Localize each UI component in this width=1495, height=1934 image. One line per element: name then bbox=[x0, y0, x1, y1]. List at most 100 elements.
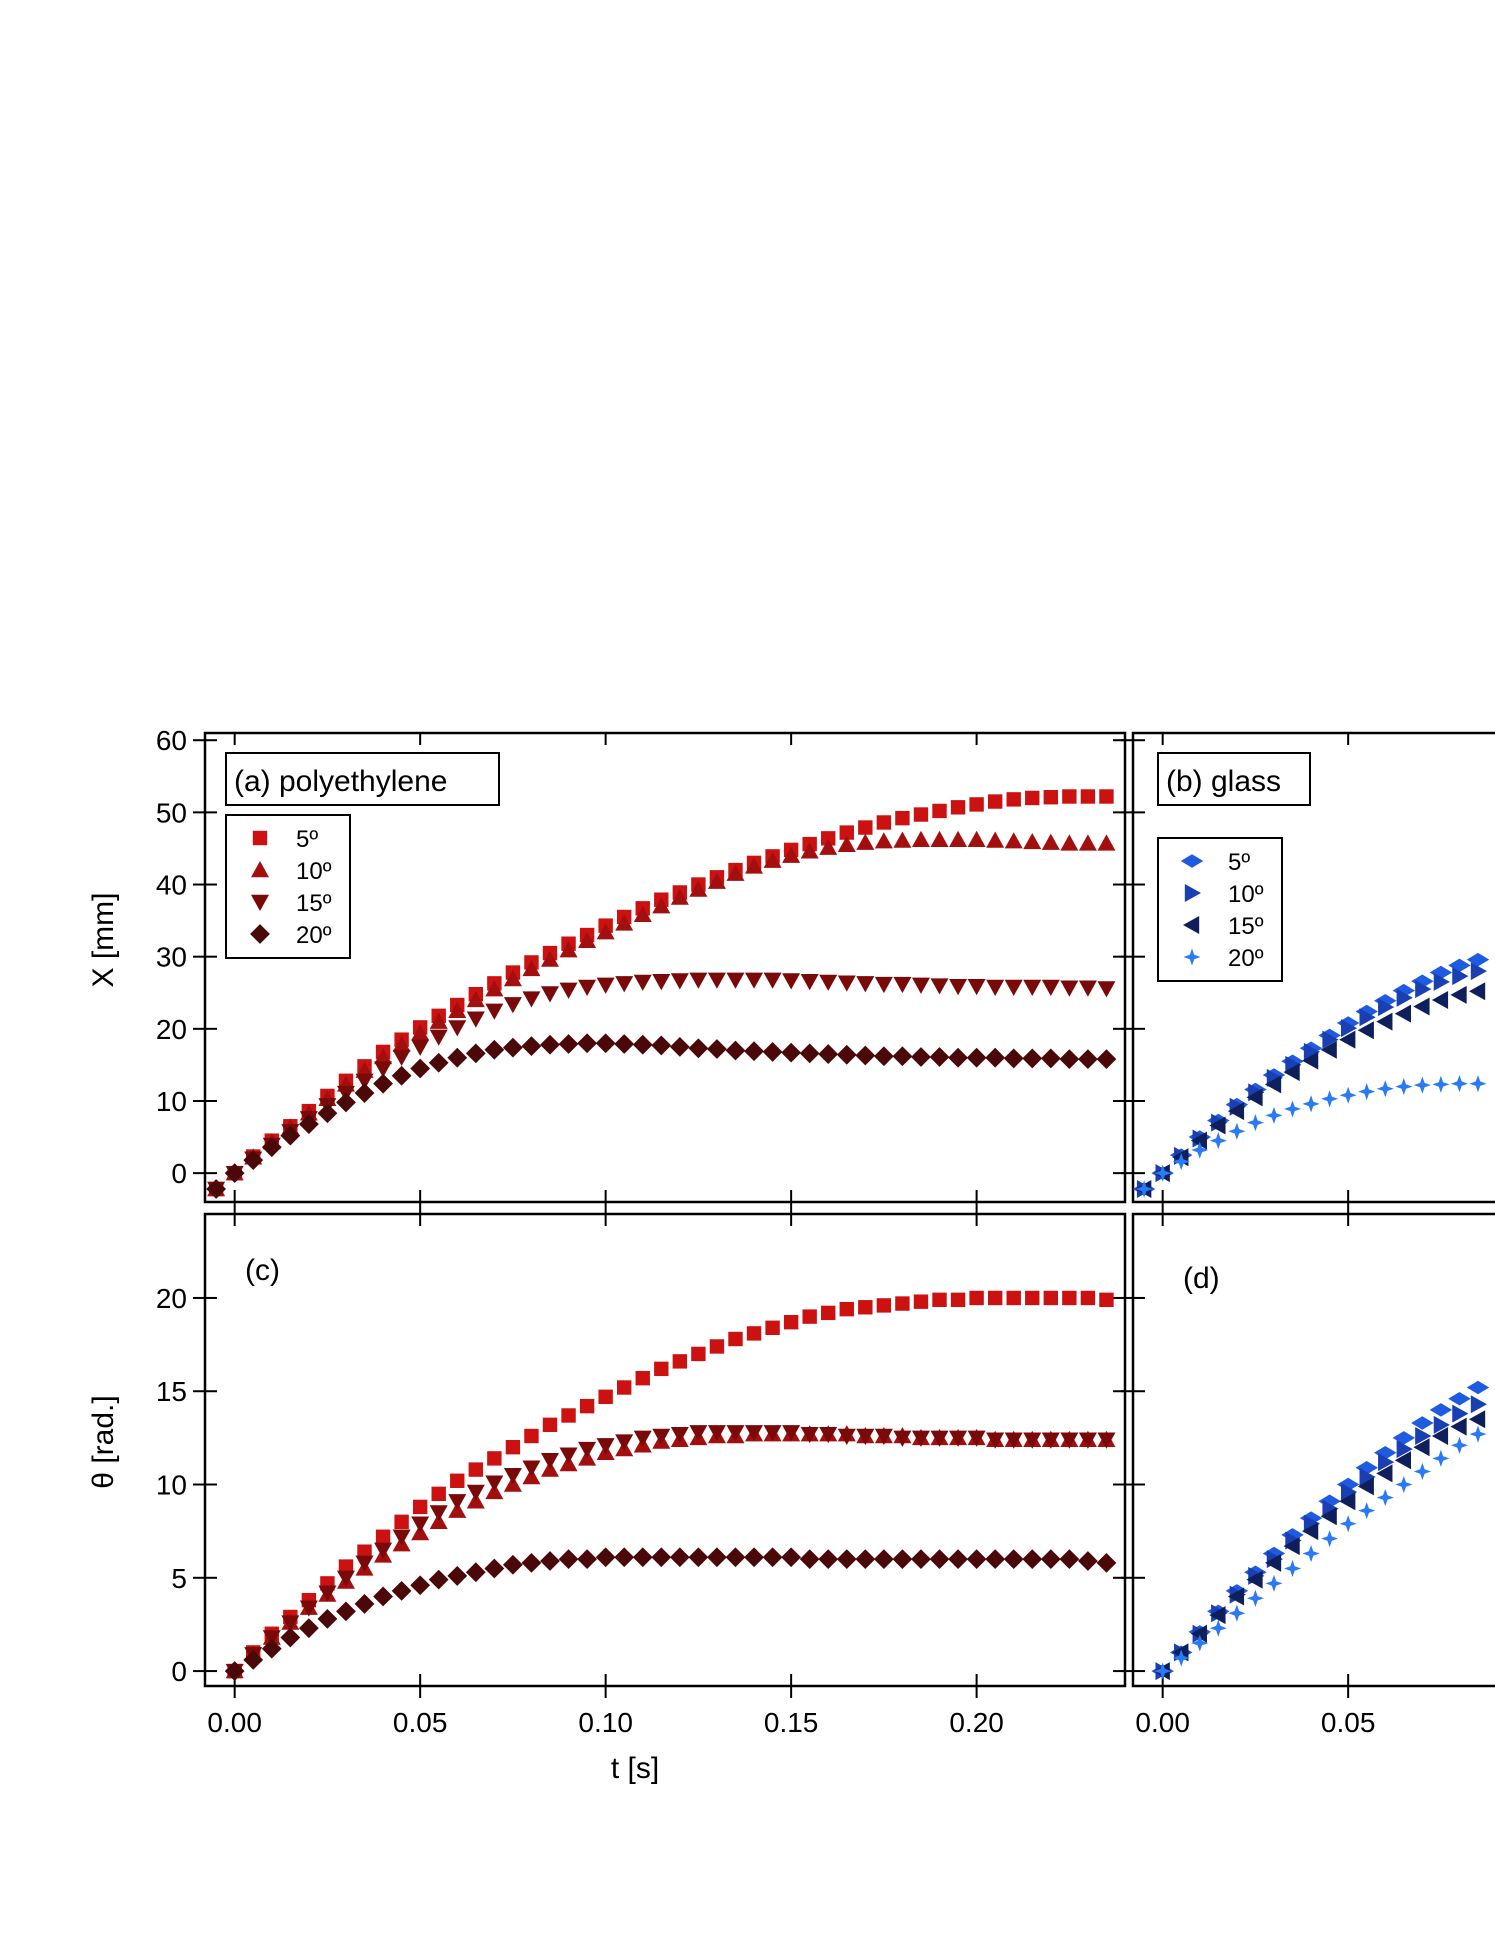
data-point bbox=[1321, 1090, 1339, 1108]
data-point bbox=[1228, 1604, 1246, 1622]
data-point bbox=[1172, 1153, 1190, 1171]
data-point bbox=[895, 810, 910, 826]
data-point bbox=[911, 1549, 931, 1570]
data-point bbox=[1040, 1048, 1061, 1069]
legend-glass: 5º 10º 15º 20º bbox=[1157, 837, 1283, 982]
data-point bbox=[802, 1309, 817, 1324]
data-point bbox=[1099, 789, 1114, 804]
data-point bbox=[1080, 1290, 1096, 1306]
data-point bbox=[967, 979, 986, 996]
data-point bbox=[616, 1380, 632, 1395]
data-point bbox=[856, 976, 875, 993]
data-point bbox=[338, 1559, 354, 1574]
data-point bbox=[858, 1300, 873, 1315]
data-point bbox=[484, 1558, 505, 1579]
legend-marker bbox=[1180, 854, 1204, 868]
data-point bbox=[930, 1430, 949, 1447]
data-point bbox=[615, 1434, 634, 1451]
data-point bbox=[895, 1296, 910, 1311]
data-point bbox=[503, 1037, 523, 1058]
data-point bbox=[373, 1073, 393, 1094]
x-tick-label: 0.05 bbox=[393, 1707, 448, 1738]
data-point bbox=[595, 1547, 616, 1568]
data-point bbox=[1190, 1131, 1207, 1150]
plot-frame bbox=[1131, 1212, 1495, 1688]
data-point bbox=[707, 1425, 726, 1442]
data-point bbox=[521, 1552, 542, 1573]
data-point bbox=[1376, 1012, 1393, 1031]
x-tick-label: 0.00 bbox=[1135, 1707, 1190, 1738]
data-point bbox=[485, 1475, 504, 1492]
y-axis-label-theta: θ [rad.] bbox=[87, 1395, 120, 1488]
data-point bbox=[428, 1569, 449, 1590]
data-point bbox=[911, 1047, 931, 1067]
data-point bbox=[336, 1092, 356, 1113]
data-point bbox=[1096, 1552, 1117, 1573]
data-point bbox=[1078, 1551, 1098, 1571]
data-point bbox=[615, 976, 634, 993]
data-point bbox=[1246, 1114, 1264, 1132]
data-point bbox=[1283, 1537, 1300, 1556]
data-point bbox=[858, 820, 873, 835]
data-point bbox=[281, 1615, 300, 1632]
data-point bbox=[932, 1292, 947, 1308]
data-point bbox=[558, 1034, 579, 1054]
data-point bbox=[429, 1029, 448, 1046]
data-point bbox=[670, 973, 689, 990]
data-point bbox=[1246, 1570, 1263, 1589]
data-point bbox=[1433, 1415, 1450, 1434]
data-point bbox=[1320, 1507, 1337, 1526]
data-point bbox=[1025, 790, 1040, 806]
data-point bbox=[522, 991, 541, 1008]
panel-label-c: (c) bbox=[245, 1254, 280, 1287]
data-point bbox=[392, 1529, 411, 1546]
x-axis-label-t: t [s] bbox=[611, 1752, 659, 1785]
data-point bbox=[986, 1432, 1005, 1449]
data-point bbox=[782, 846, 801, 863]
data-point bbox=[1357, 1021, 1374, 1040]
data-point bbox=[929, 1549, 950, 1570]
data-point bbox=[1023, 979, 1042, 996]
plot-frame bbox=[203, 731, 1127, 1204]
data-point bbox=[744, 1041, 764, 1062]
data-point bbox=[837, 1428, 856, 1446]
series-3 bbox=[1135, 1075, 1487, 1198]
data-point bbox=[707, 972, 726, 989]
legend-label: 20º bbox=[296, 922, 332, 949]
data-point bbox=[672, 1354, 688, 1369]
data-point bbox=[1413, 1462, 1431, 1480]
data-point bbox=[818, 1549, 839, 1570]
data-point bbox=[1432, 1449, 1450, 1467]
legend-label: 5º bbox=[296, 826, 318, 853]
data-point bbox=[651, 1035, 672, 1056]
y-tick-label: 50 bbox=[156, 797, 187, 828]
data-point bbox=[874, 832, 893, 849]
data-point bbox=[485, 980, 504, 997]
data-point bbox=[374, 1061, 393, 1078]
data-point bbox=[431, 1486, 446, 1502]
data-point bbox=[930, 978, 949, 995]
data-point bbox=[689, 1425, 708, 1442]
data-point bbox=[522, 959, 541, 977]
data-point bbox=[876, 1298, 892, 1313]
series-3 bbox=[1154, 1425, 1487, 1680]
data-point bbox=[1043, 790, 1059, 805]
data-point bbox=[336, 1601, 356, 1622]
data-point bbox=[468, 1462, 484, 1477]
data-point bbox=[1411, 1416, 1434, 1430]
y-tick-label: 30 bbox=[156, 942, 187, 973]
data-point bbox=[987, 1290, 1003, 1306]
y-tick-label: 20 bbox=[156, 1014, 187, 1045]
data-point bbox=[762, 1547, 783, 1568]
x-tick-label: 0.00 bbox=[207, 1707, 262, 1738]
data-point bbox=[596, 1438, 615, 1455]
legend-marker bbox=[252, 830, 268, 846]
data-point bbox=[763, 1425, 782, 1442]
x-tick-label: 0.15 bbox=[764, 1707, 819, 1738]
data-point bbox=[1340, 1482, 1358, 1501]
panel-d-glass-theta: 0.00 0.05 bbox=[1121, 1212, 1495, 1738]
data-point bbox=[949, 830, 968, 847]
data-point bbox=[913, 807, 929, 822]
data-point bbox=[967, 1430, 986, 1447]
data-point bbox=[262, 1630, 281, 1647]
